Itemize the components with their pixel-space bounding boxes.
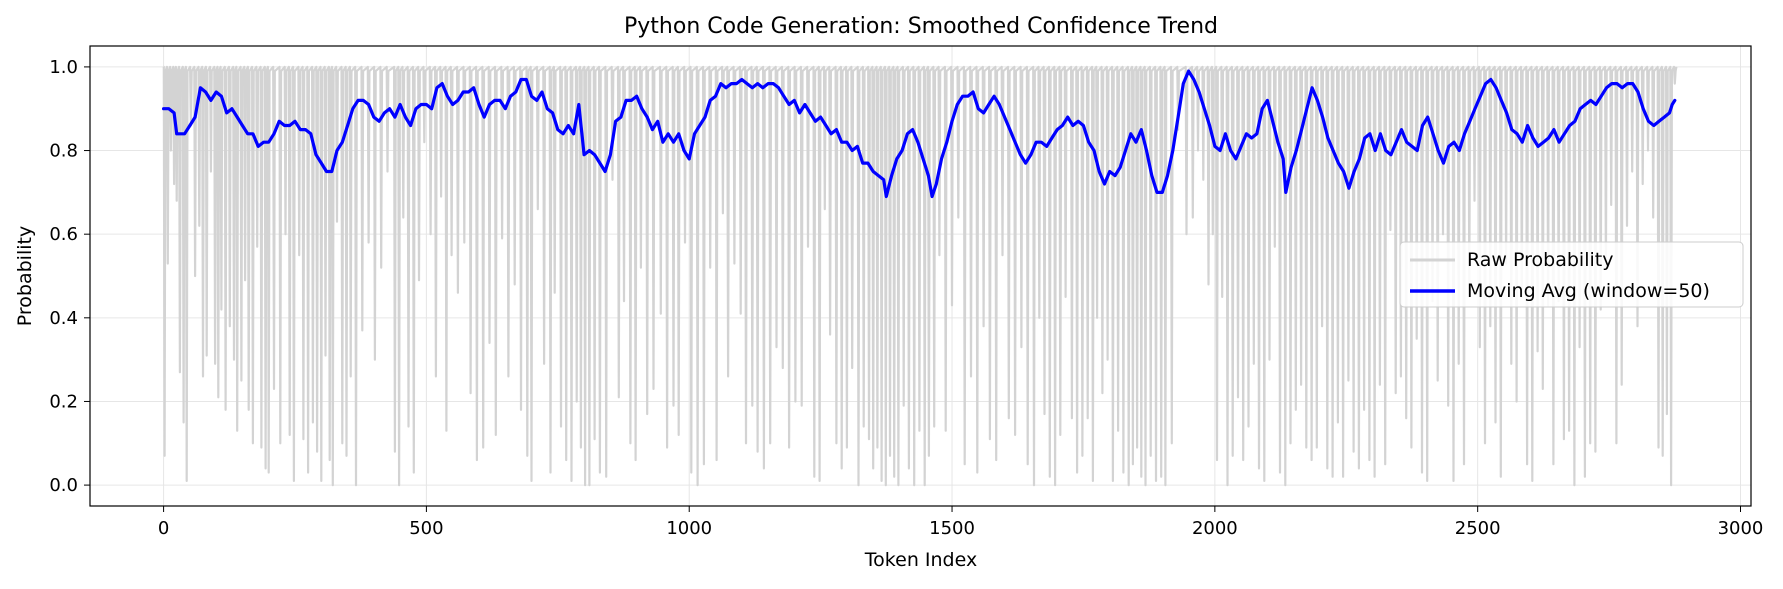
x-axis-ticks: 0 500 1000 1500 2000 2500 3000 [158, 506, 1764, 539]
moving-average-line [162, 69, 1677, 199]
chart-title: Python Code Generation: Smoothed Confide… [624, 14, 1218, 39]
raw-probability-series [162, 65, 1678, 487]
y-tick-label: 0.8 [49, 141, 78, 162]
raw-probability-line [162, 65, 1678, 487]
x-tick-label: 0 [158, 518, 169, 539]
x-tick-label: 2500 [1455, 518, 1501, 539]
x-tick-label: 2000 [1192, 518, 1238, 539]
x-tick-label: 1500 [929, 518, 975, 539]
legend-label-moving-avg: Moving Avg (window=50) [1467, 280, 1710, 302]
x-axis-title: Token Index [864, 549, 977, 571]
y-tick-label: 0.4 [49, 308, 78, 329]
plot-frame [89, 45, 1752, 507]
legend-box [1399, 241, 1744, 308]
legend-label-raw: Raw Probability [1467, 249, 1613, 271]
x-tick-label: 500 [409, 518, 443, 539]
y-axis-ticks: 0.0 0.2 0.4 0.6 0.8 1.0 [49, 57, 90, 496]
y-tick-label: 0.2 [49, 391, 78, 412]
moving-average-series [162, 69, 1677, 199]
y-tick-label: 1.0 [49, 57, 78, 78]
y-tick-label: 0.6 [49, 224, 78, 245]
x-tick-label: 1000 [666, 518, 712, 539]
x-tick-label: 3000 [1718, 518, 1764, 539]
legend: Raw Probability Moving Avg (window=50) [1399, 241, 1744, 308]
y-axis-title: Probability [14, 226, 36, 326]
y-tick-label: 0.0 [49, 475, 78, 496]
